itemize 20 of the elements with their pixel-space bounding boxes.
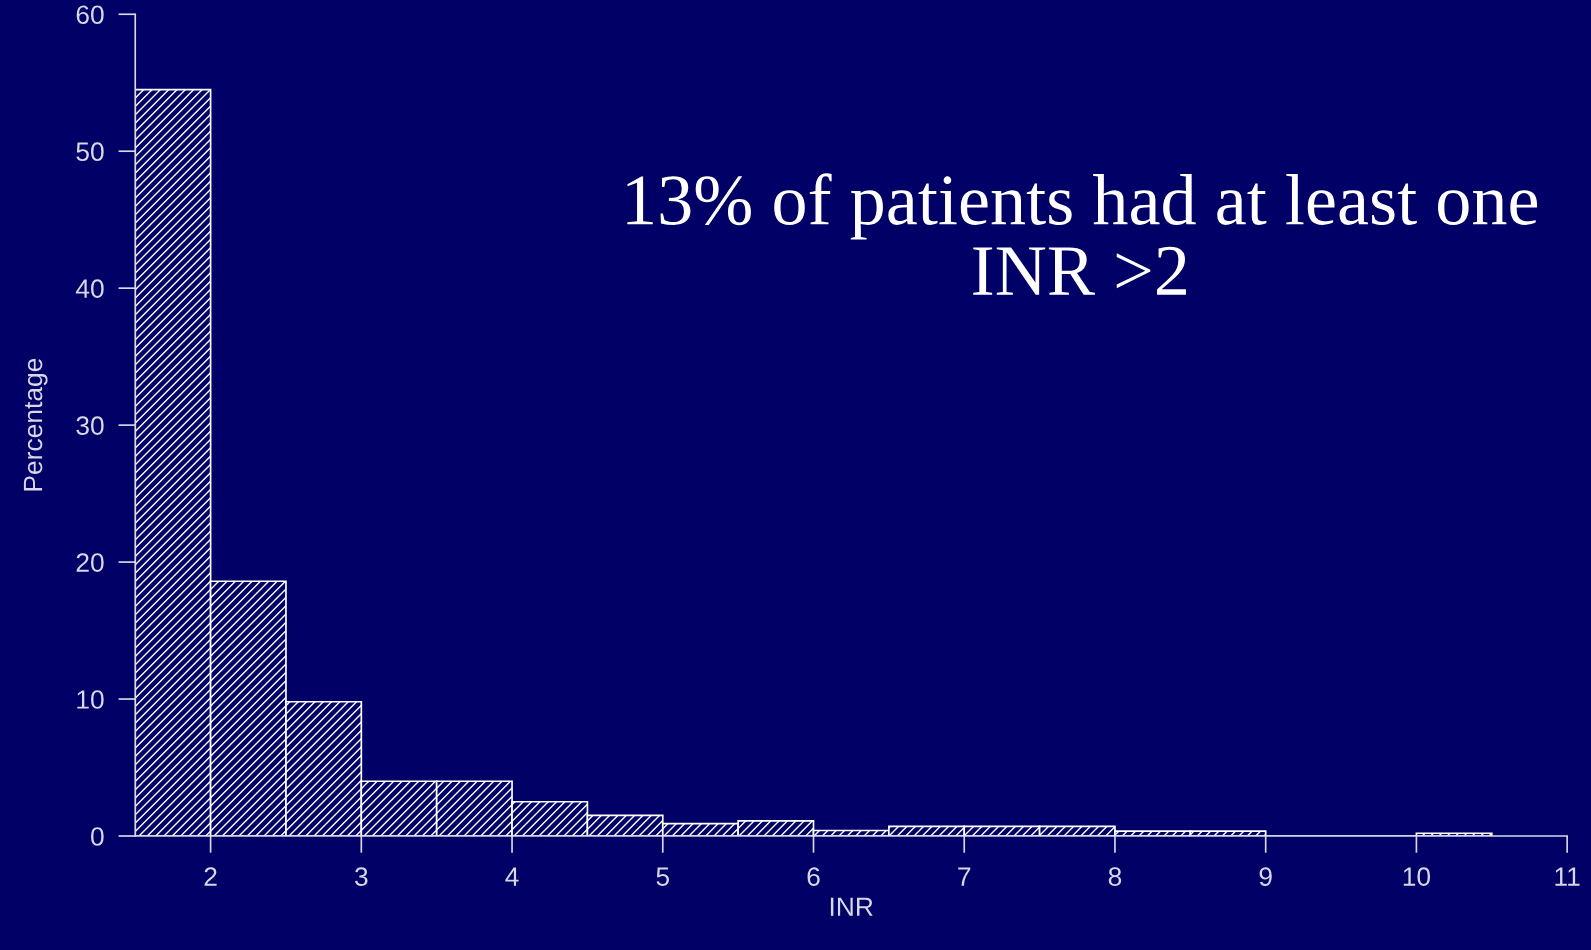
y-tick-label: 10 xyxy=(77,690,104,709)
x-tick-label: 4 xyxy=(505,867,519,886)
y-tick-label: 40 xyxy=(75,279,104,298)
y-axis-title: Percentage xyxy=(23,358,48,491)
x-tick-label: 7 xyxy=(958,867,971,886)
x-tick-label: 9 xyxy=(1259,867,1272,886)
y-tick-label: 30 xyxy=(76,416,104,435)
y-tick-label: 20 xyxy=(76,553,104,572)
x-tick-label: 5 xyxy=(656,867,670,886)
x-axis-title: INR xyxy=(830,897,873,916)
y-tick-label: 60 xyxy=(76,5,104,25)
x-tick-label: 3 xyxy=(354,867,368,886)
x-tick-label: 6 xyxy=(807,867,820,886)
x-tick-label: 10 xyxy=(1403,867,1431,886)
x-tick-label: 2 xyxy=(204,867,217,886)
x-tick-label: 11 xyxy=(1555,867,1580,886)
annotation: 13% of patients had at least one INR >2 xyxy=(627,173,1538,295)
x-tick-label: 8 xyxy=(1108,867,1122,886)
y-tick-label: 0 xyxy=(91,827,104,846)
y-tick-label: 50 xyxy=(76,142,104,162)
